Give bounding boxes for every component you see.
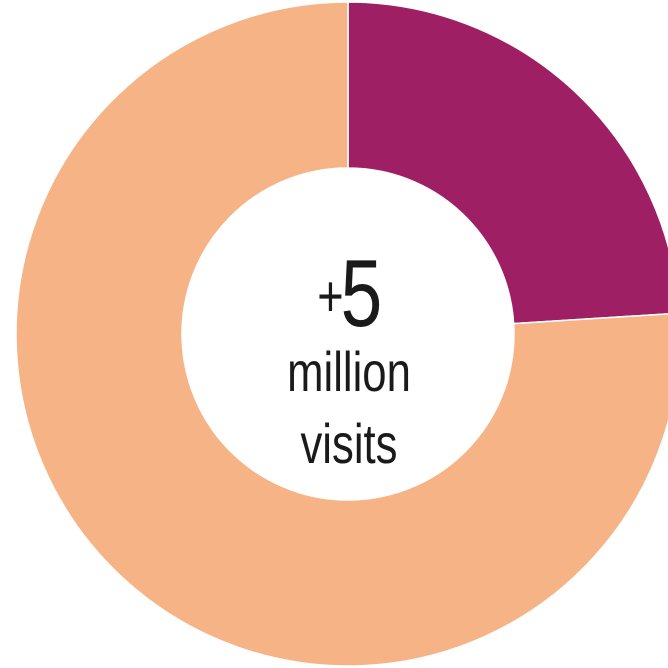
donut-slices (15, 1, 668, 667)
donut-slice-1 (347, 1, 668, 325)
donut-slice-2 (15, 1, 668, 667)
